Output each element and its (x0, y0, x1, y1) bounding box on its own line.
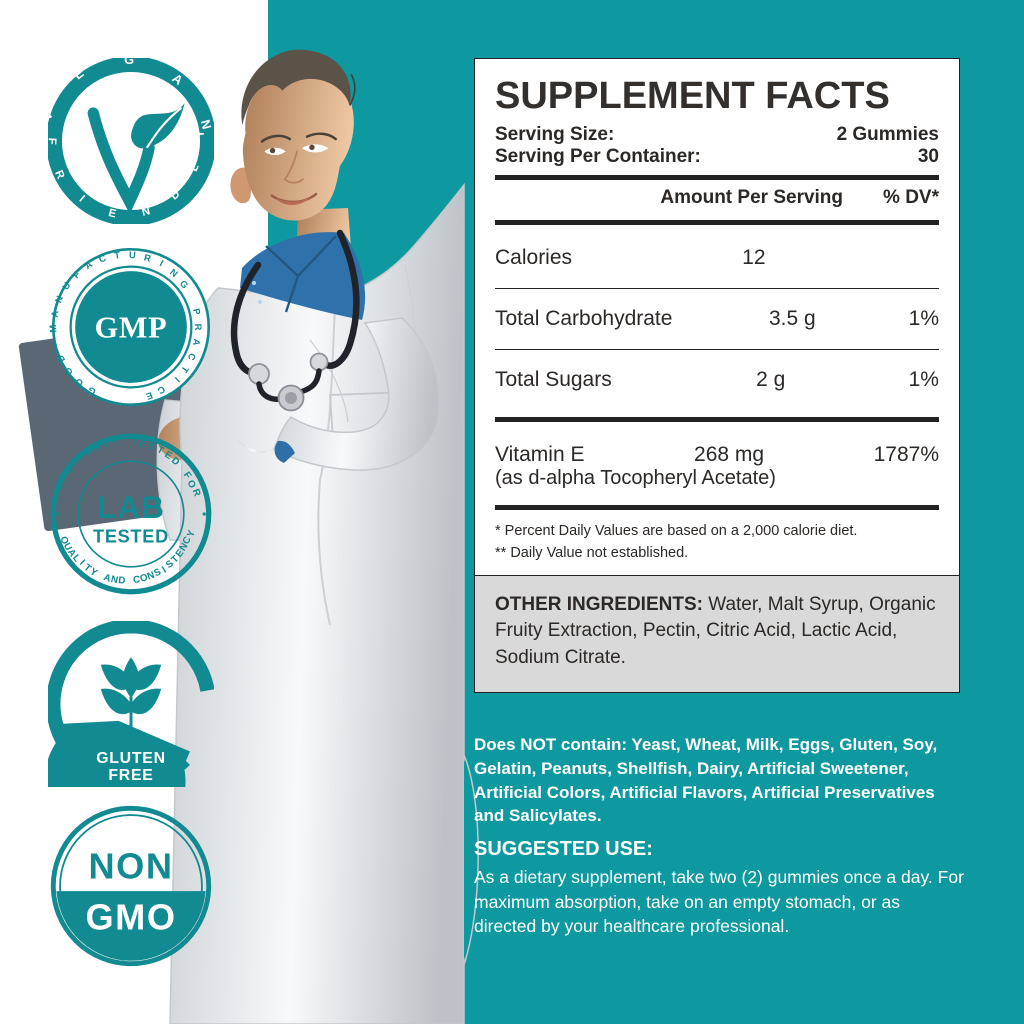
svg-text:FREE: FREE (108, 767, 153, 784)
svg-text:LAB: LAB (97, 489, 164, 525)
svg-text:GLUTEN: GLUTEN (96, 750, 166, 767)
svg-text:NON: NON (89, 845, 174, 886)
svg-text:GMP: GMP (95, 311, 168, 345)
svg-text:TESTED: TESTED (93, 527, 169, 547)
svg-text:GMO: GMO (85, 897, 176, 938)
